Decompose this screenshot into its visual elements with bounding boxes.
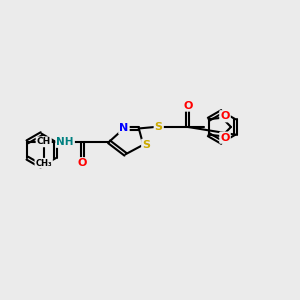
Text: O: O (220, 111, 230, 121)
Text: O: O (220, 133, 230, 143)
Text: O: O (78, 158, 87, 168)
Text: S: S (155, 122, 163, 132)
Text: N: N (119, 124, 129, 134)
Text: O: O (183, 100, 193, 111)
Text: CH₃: CH₃ (35, 159, 52, 168)
Text: S: S (142, 140, 150, 150)
Text: NH: NH (56, 137, 74, 147)
Text: CH: CH (37, 137, 51, 146)
